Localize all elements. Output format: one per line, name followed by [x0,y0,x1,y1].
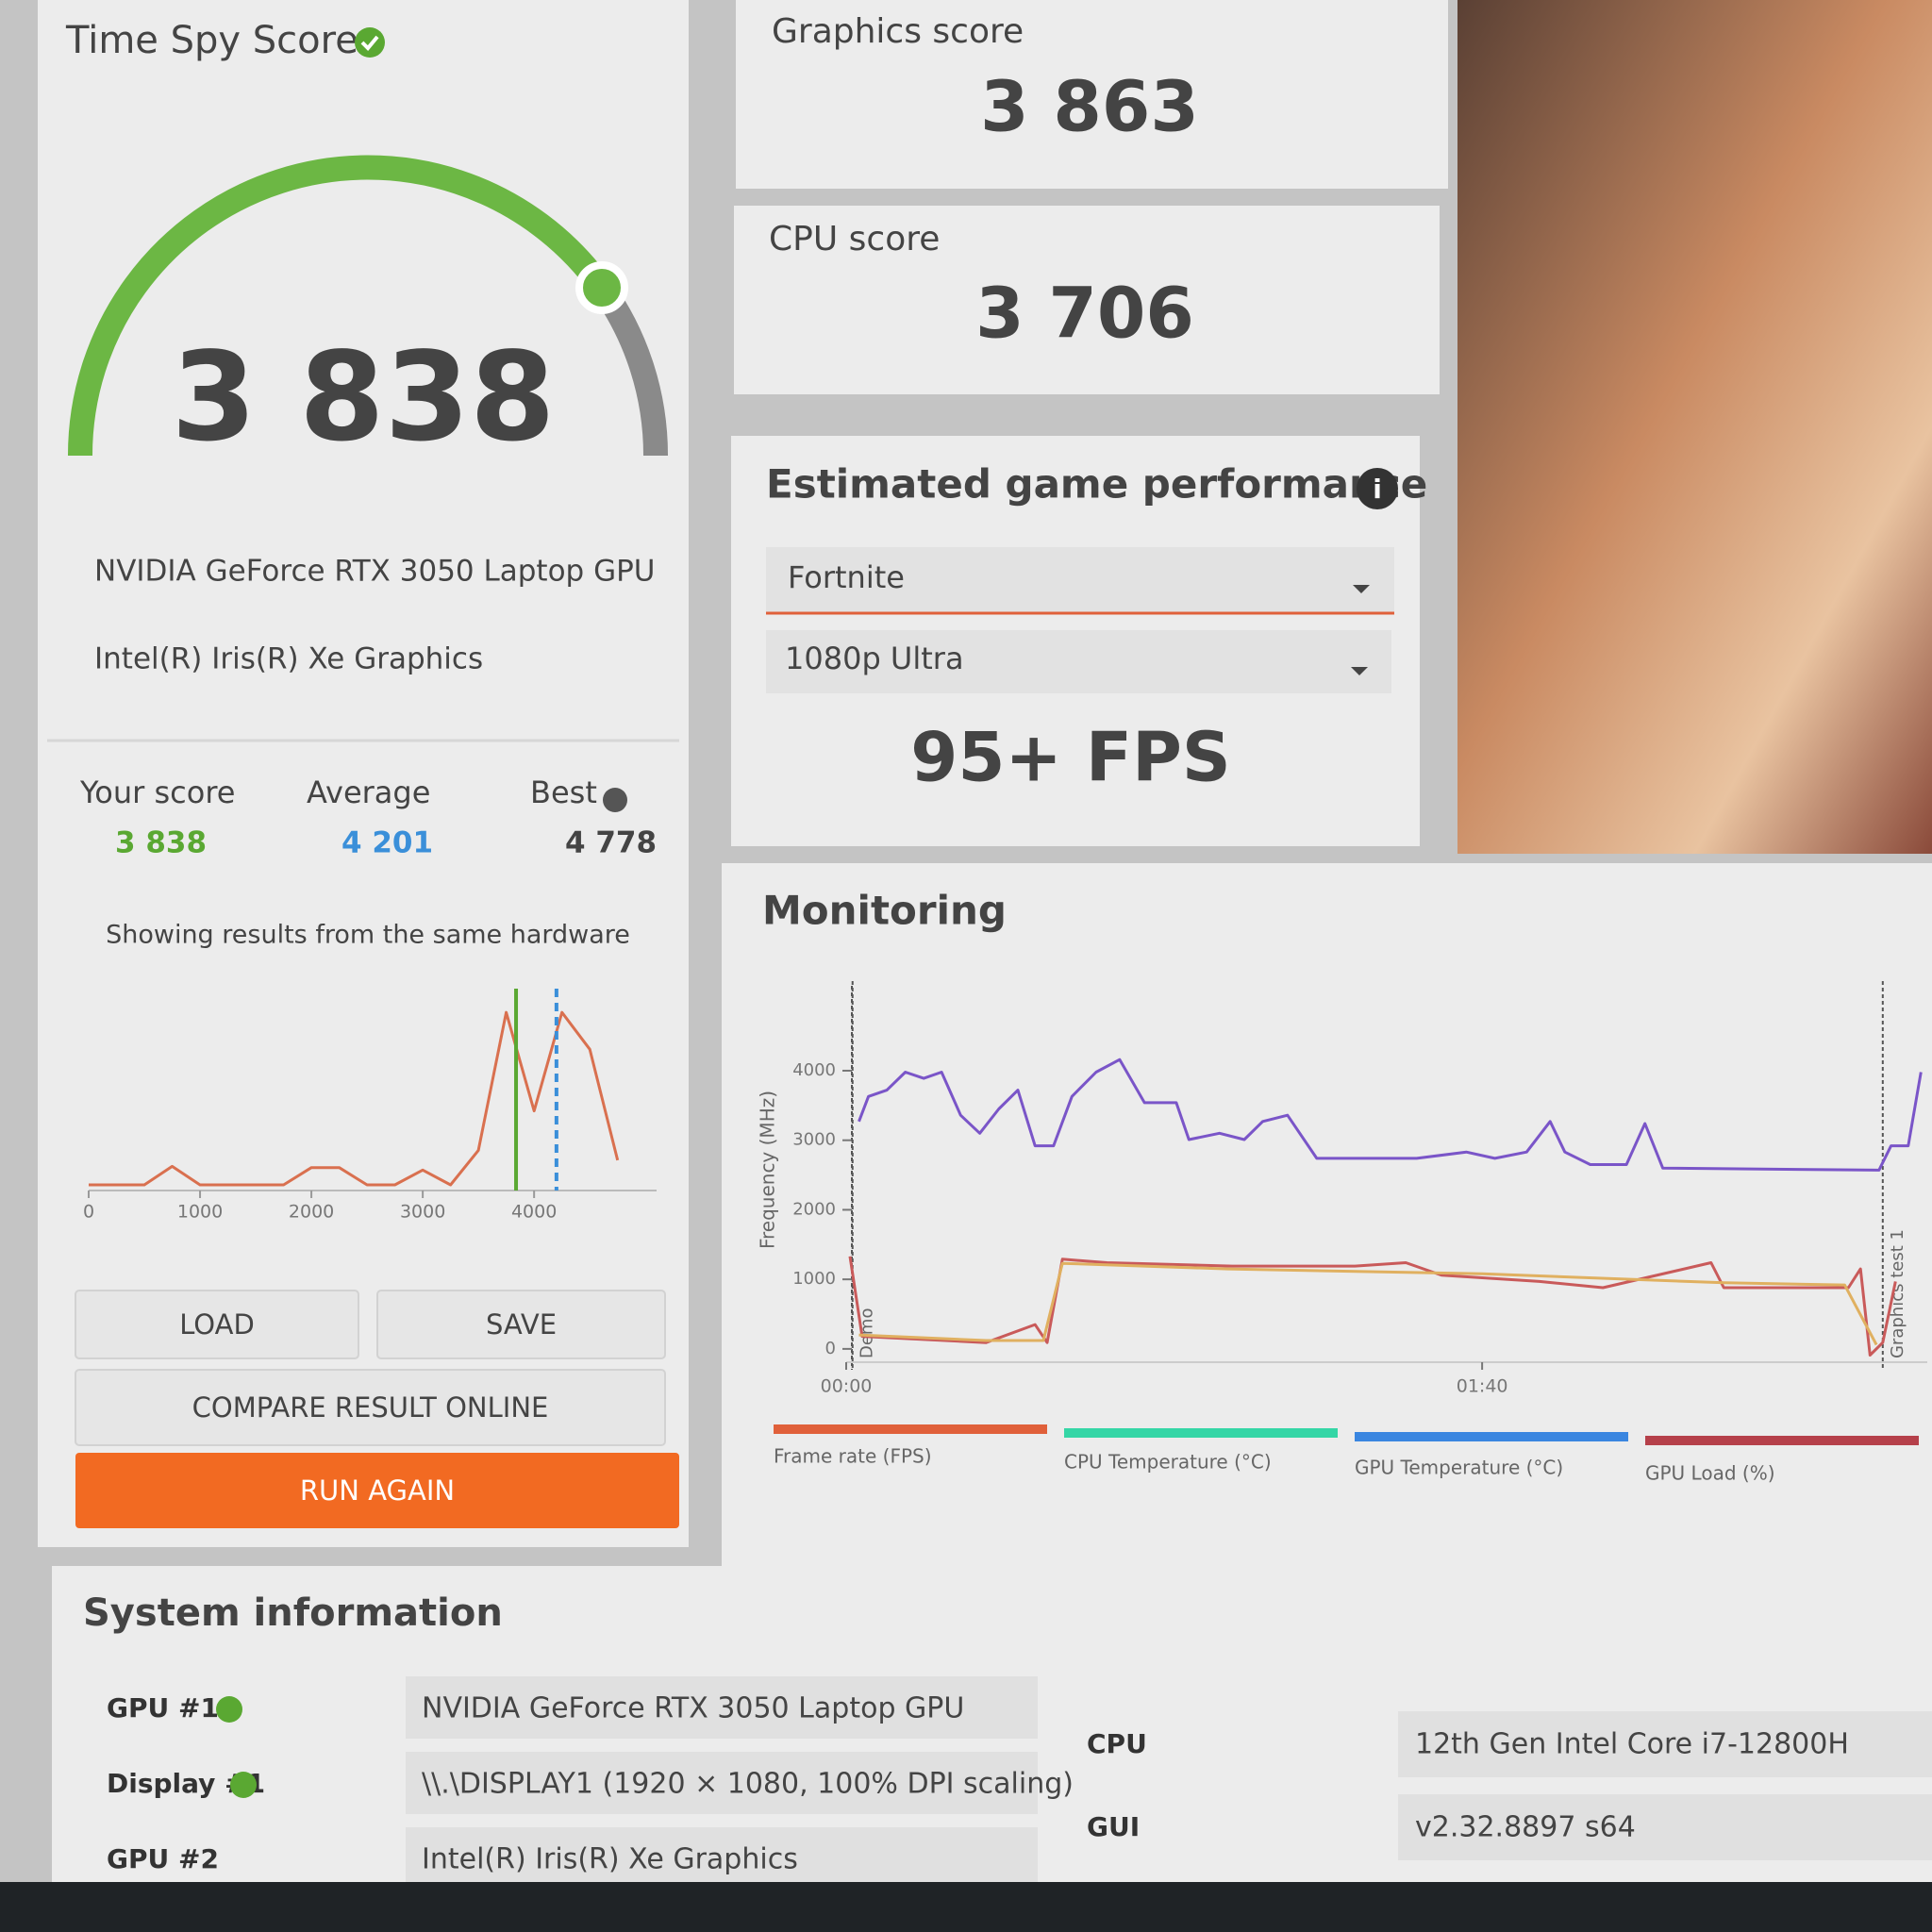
artwork [1457,0,1932,854]
annotation-label: Demo [858,1308,877,1358]
info-value: v2.32.8897 s64 [1415,1811,1636,1844]
panel-title: System information [83,1591,503,1635]
card-value: 3 706 [975,274,1194,355]
gauge-fill [67,155,612,457]
panel-title: Estimated game performance [766,461,1427,508]
legend-label: CPU Temperature (°C) [1064,1451,1272,1474]
x-tick-label: 4000 [511,1202,557,1223]
info-icon[interactable] [603,788,627,812]
total-score: 3 838 [171,325,555,469]
legend-label: Frame rate (FPS) [774,1445,932,1468]
info-value: Intel(R) Iris(R) Xe Graphics [422,1843,798,1876]
x-tick-label: 2000 [289,1202,334,1223]
info-value-box [406,1827,1038,1890]
info-label: GPU #2 [107,1843,219,1874]
check-icon [230,1772,257,1798]
info-label: GPU #1 [107,1692,219,1724]
info-label: GUI [1087,1811,1140,1842]
x-tick-label: 1000 [177,1202,223,1223]
panel-title: Time Spy Score [65,19,358,62]
info-value: \\.\DISPLAY1 (1920 × 1080, 100% DPI scal… [422,1768,1074,1801]
note: Showing results from the same hardware [106,921,630,950]
info-label: CPU [1087,1728,1147,1759]
y-tick-label: 4000 [792,1060,836,1080]
annotation-label: Graphics test 1 [1888,1229,1907,1358]
button[interactable] [376,1290,666,1359]
dropdown-value: 1080p Ultra [785,641,964,676]
distribution-line [89,1010,620,1187]
comparison-label: Average [307,774,430,810]
comparison-value: 3 838 [115,826,207,860]
monitoring-panel [722,863,1932,1566]
hardware-name: Intel(R) Iris(R) Xe Graphics [94,642,483,676]
hardware-name: NVIDIA GeForce RTX 3050 Laptop GPU [94,555,656,589]
gauge-knob [575,261,628,314]
legend-swatch [774,1424,1047,1434]
button-label: LOAD [179,1308,255,1341]
comparison-label: Your score [79,774,235,810]
card-title: Graphics score [772,12,1024,51]
dropdown-arrow [1351,667,1368,675]
info-glyph: i [1373,474,1382,505]
graphics-score-panel [736,0,1448,189]
series-line [848,1256,1897,1357]
fps-estimate: 95+ FPS [910,718,1230,797]
info-value-box [1398,1711,1932,1777]
card-title: CPU score [769,220,940,258]
dropdown[interactable] [766,630,1391,693]
y-tick-label: 3000 [792,1130,836,1150]
dropdown-value: Fortnite [788,559,905,595]
y-tick-label: 1000 [792,1269,836,1289]
y-tick-label: 2000 [792,1199,836,1219]
button-label: COMPARE RESULT ONLINE [192,1391,549,1424]
info-icon[interactable] [1357,468,1398,509]
series-line [858,1058,1923,1172]
x-tick-label: 0 [83,1202,94,1223]
series-line [858,1261,1878,1346]
info-value-box [1398,1794,1932,1860]
x-tick-label: 00:00 [821,1376,873,1397]
comparison-value: 4 778 [565,826,657,860]
taskbar [0,1882,1932,1932]
button-label: RUN AGAIN [300,1474,455,1507]
y-tick-label: 0 [825,1339,836,1358]
check-icon [216,1696,242,1723]
x-tick-label: 01:40 [1457,1376,1508,1397]
info-value: 12th Gen Intel Core i7-12800H [1415,1728,1849,1761]
info-value: NVIDIA GeForce RTX 3050 Laptop GPU [422,1692,964,1725]
legend-label: GPU Temperature (°C) [1355,1457,1563,1479]
legend-swatch [1355,1432,1628,1441]
info-value-box [406,1676,1038,1739]
panel-title: Monitoring [762,888,1007,934]
check-icon [355,27,385,58]
dropdown-arrow [1353,585,1370,593]
y-axis-label: Frequency (MHz) [757,1091,779,1249]
button[interactable] [75,1369,666,1446]
info-value-box [406,1752,1038,1814]
cpu-score-panel [734,206,1440,394]
button-label: SAVE [486,1308,557,1341]
button[interactable] [75,1290,359,1359]
comparison-value: 4 201 [341,826,433,860]
dropdown[interactable] [766,547,1394,613]
legend-label: GPU Load (%) [1645,1462,1775,1485]
legend-swatch [1064,1428,1338,1438]
legend-swatch [1645,1436,1919,1445]
comparison-label: Best [530,774,597,810]
card-value: 3 863 [980,67,1199,148]
x-tick-label: 3000 [400,1202,445,1223]
button[interactable] [75,1453,679,1528]
check-mark [360,35,379,51]
